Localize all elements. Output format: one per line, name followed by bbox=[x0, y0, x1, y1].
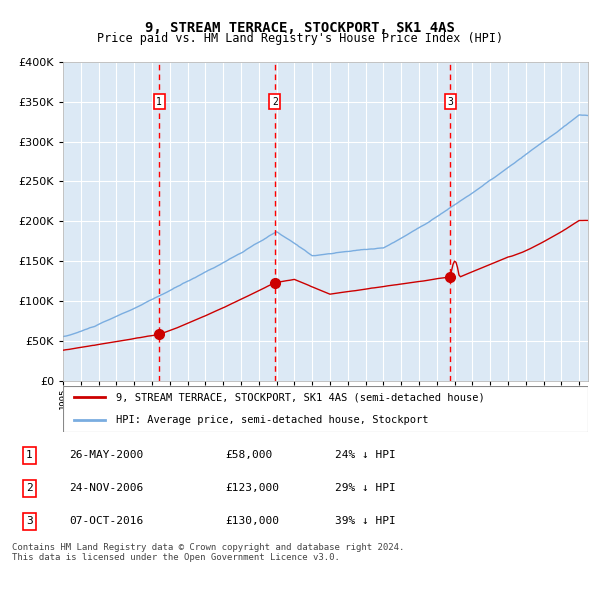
Text: 07-OCT-2016: 07-OCT-2016 bbox=[70, 516, 144, 526]
Text: 1: 1 bbox=[157, 97, 162, 107]
Text: Price paid vs. HM Land Registry's House Price Index (HPI): Price paid vs. HM Land Registry's House … bbox=[97, 32, 503, 45]
Text: 1: 1 bbox=[26, 450, 32, 460]
Text: £130,000: £130,000 bbox=[225, 516, 279, 526]
Text: 24% ↓ HPI: 24% ↓ HPI bbox=[335, 450, 395, 460]
Text: 26-MAY-2000: 26-MAY-2000 bbox=[70, 450, 144, 460]
Text: 39% ↓ HPI: 39% ↓ HPI bbox=[335, 516, 395, 526]
Text: 2: 2 bbox=[26, 483, 32, 493]
Text: 2: 2 bbox=[272, 97, 278, 107]
Text: 9, STREAM TERRACE, STOCKPORT, SK1 4AS: 9, STREAM TERRACE, STOCKPORT, SK1 4AS bbox=[145, 21, 455, 35]
Text: 3: 3 bbox=[448, 97, 454, 107]
Text: 29% ↓ HPI: 29% ↓ HPI bbox=[335, 483, 395, 493]
Text: 9, STREAM TERRACE, STOCKPORT, SK1 4AS (semi-detached house): 9, STREAM TERRACE, STOCKPORT, SK1 4AS (s… bbox=[115, 392, 484, 402]
Text: Contains HM Land Registry data © Crown copyright and database right 2024.
This d: Contains HM Land Registry data © Crown c… bbox=[12, 543, 404, 562]
Text: 3: 3 bbox=[26, 516, 32, 526]
Text: HPI: Average price, semi-detached house, Stockport: HPI: Average price, semi-detached house,… bbox=[115, 415, 428, 425]
Text: 24-NOV-2006: 24-NOV-2006 bbox=[70, 483, 144, 493]
Text: £58,000: £58,000 bbox=[225, 450, 272, 460]
FancyBboxPatch shape bbox=[63, 386, 588, 432]
Text: £123,000: £123,000 bbox=[225, 483, 279, 493]
